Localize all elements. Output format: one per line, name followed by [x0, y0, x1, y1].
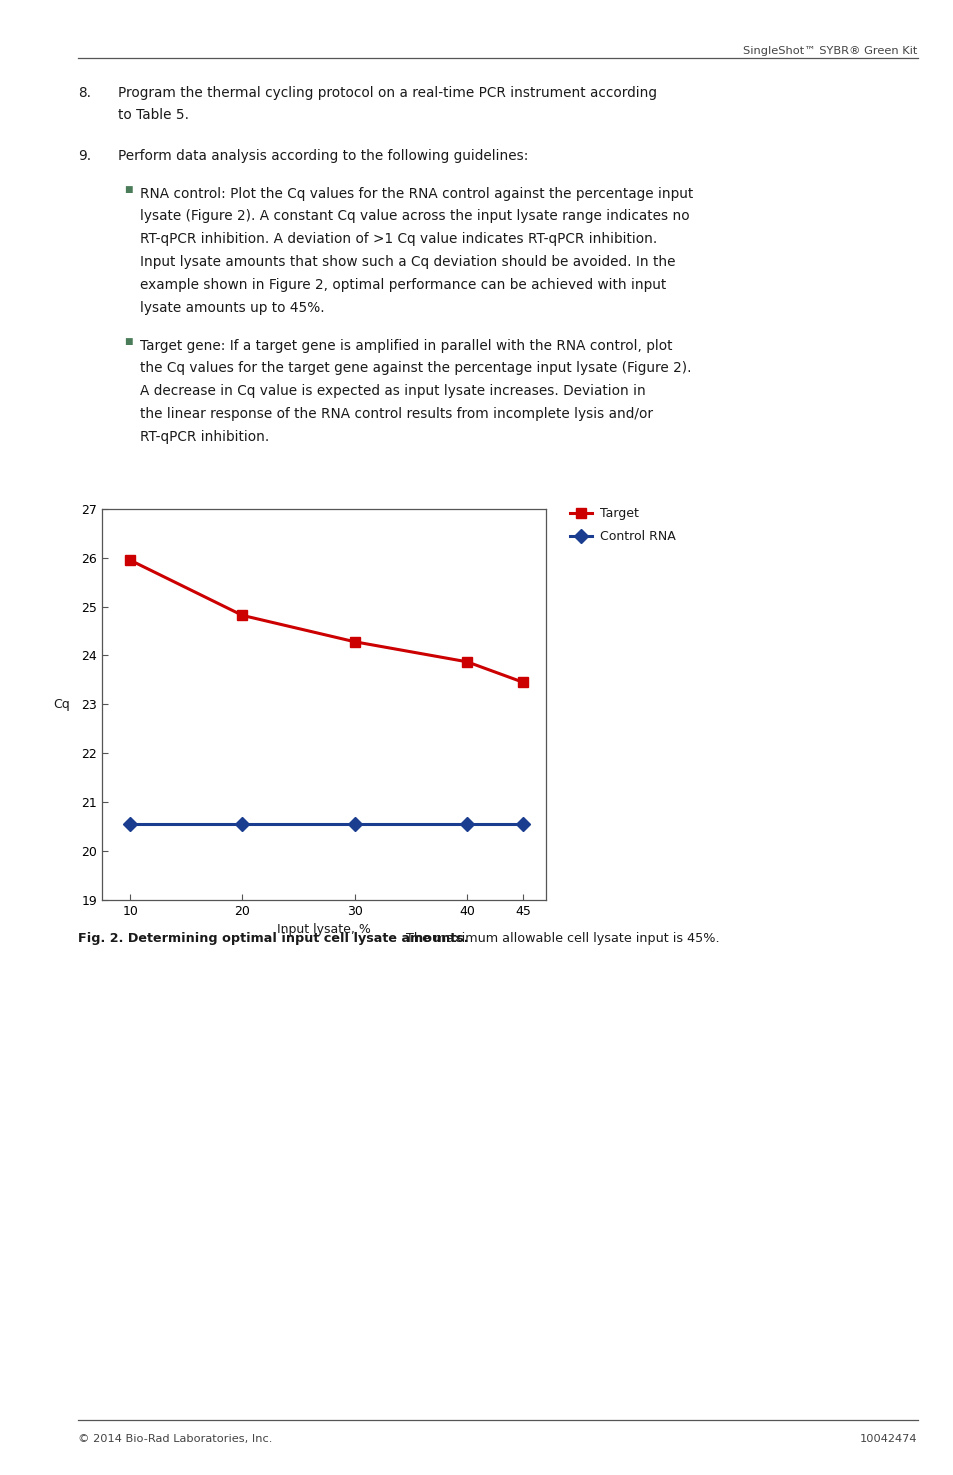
Text: lysate amounts up to 45%.: lysate amounts up to 45%. — [140, 301, 325, 314]
Text: The maximum allowable cell lysate input is 45%.: The maximum allowable cell lysate input … — [401, 932, 719, 945]
Text: 9.: 9. — [78, 149, 91, 162]
Text: Program the thermal cycling protocol on a real-time PCR instrument according: Program the thermal cycling protocol on … — [118, 86, 657, 99]
Text: to Table 5.: to Table 5. — [118, 108, 189, 122]
Text: Fig. 2. Determining optimal input cell lysate amounts.: Fig. 2. Determining optimal input cell l… — [78, 932, 468, 945]
Text: Perform data analysis according to the following guidelines:: Perform data analysis according to the f… — [118, 149, 528, 162]
Text: the linear response of the RNA control results from incomplete lysis and/or: the linear response of the RNA control r… — [140, 407, 653, 420]
Text: Input lysate amounts that show such a Cq deviation should be avoided. In the: Input lysate amounts that show such a Cq… — [140, 255, 675, 268]
Text: 10042474: 10042474 — [860, 1434, 917, 1444]
Text: lysate (Figure 2). A constant Cq value across the input lysate range indicates n: lysate (Figure 2). A constant Cq value a… — [140, 209, 689, 223]
Y-axis label: Cq: Cq — [53, 698, 71, 711]
X-axis label: Input lysate, %: Input lysate, % — [276, 923, 371, 937]
Text: RT-qPCR inhibition. A deviation of >1 Cq value indicates RT-qPCR inhibition.: RT-qPCR inhibition. A deviation of >1 Cq… — [140, 233, 657, 246]
Text: SingleShot™ SYBR® Green Kit: SingleShot™ SYBR® Green Kit — [742, 46, 917, 56]
Text: A decrease in Cq value is expected as input lysate increases. Deviation in: A decrease in Cq value is expected as in… — [140, 385, 645, 398]
Text: example shown in Figure 2, optimal performance can be achieved with input: example shown in Figure 2, optimal perfo… — [140, 277, 666, 292]
Text: the Cq values for the target gene against the percentage input lysate (Figure 2): the Cq values for the target gene agains… — [140, 361, 691, 375]
Text: RNA control: Plot the Cq values for the RNA control against the percentage input: RNA control: Plot the Cq values for the … — [140, 187, 693, 201]
Text: © 2014 Bio-Rad Laboratories, Inc.: © 2014 Bio-Rad Laboratories, Inc. — [78, 1434, 273, 1444]
Text: ■: ■ — [124, 338, 132, 347]
Text: 8.: 8. — [78, 86, 91, 99]
Text: Target gene: If a target gene is amplified in parallel with the RNA control, plo: Target gene: If a target gene is amplifi… — [140, 338, 672, 353]
Text: RT-qPCR inhibition.: RT-qPCR inhibition. — [140, 431, 269, 444]
Text: ■: ■ — [124, 186, 132, 195]
Legend: Target, Control RNA: Target, Control RNA — [569, 507, 675, 543]
